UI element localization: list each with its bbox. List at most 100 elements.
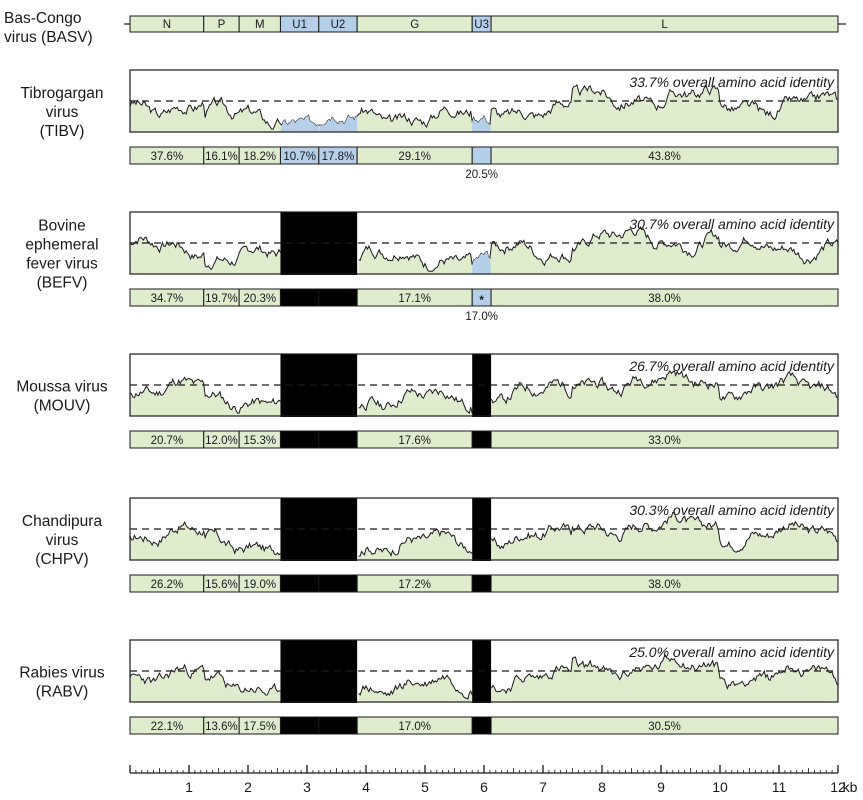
axis-tick-label: 4 [362, 779, 370, 795]
profile-frame [129, 69, 839, 133]
segment-u1 [279, 288, 320, 307]
segment-identity-p: 19.7% [205, 293, 238, 305]
reference-virus-label: virus (BASV) [4, 29, 93, 46]
virus-label: (TIBV) [40, 123, 85, 140]
overall-identity-text: 30.7% overall amino acid identity [629, 216, 835, 232]
segment-identity-u3: * [479, 295, 484, 307]
absent-gene-block [280, 212, 358, 275]
identity-profile-fill [130, 377, 281, 416]
segment-identity-l: 30.5% [648, 721, 681, 733]
virus-panel-rabv: Rabies virus (RABV) 25.0% overall amino ac… [19, 639, 839, 735]
identity-profile-line [129, 521, 281, 556]
segment-identity-g: 17.1% [398, 293, 431, 305]
axis-tick-label: 10 [712, 779, 728, 795]
segment-u3 [471, 574, 492, 593]
identity-profile-line [129, 236, 281, 271]
profile-frame [129, 353, 839, 417]
segment-identity-g: 17.0% [398, 721, 431, 733]
gene-label-g: G [410, 19, 419, 31]
segment-identity-p: 13.6% [205, 721, 238, 733]
segment-identity-g: 29.1% [398, 151, 431, 163]
axis-unit-label: kb [843, 779, 858, 795]
identity-profile-line [490, 654, 839, 695]
identity-profile-u2-fill [318, 115, 358, 132]
segment-l [490, 430, 839, 449]
axis-tick-label: 3 [303, 779, 311, 795]
virus-panel-chpv: Chandipura virus (CHPV) 30.3% overall amino… [22, 497, 839, 593]
virus-label: Chandipura [22, 513, 103, 530]
profile-frame [129, 211, 839, 275]
segment-identity-n: 26.2% [151, 579, 184, 591]
segment-u2 [318, 430, 358, 449]
virus-label: (CHPV) [35, 551, 88, 568]
virus-label: (RABV) [36, 684, 89, 701]
segment-identity-l: 43.8% [648, 151, 681, 163]
gene-label-l: L [661, 19, 668, 31]
overall-identity-text: 30.3% overall amino acid identity [629, 502, 835, 518]
identity-profile-u1-fill [280, 115, 319, 132]
segment-l [490, 716, 839, 735]
axis-tick-label: 12 [830, 779, 846, 795]
segment-identity-p: 12.0% [205, 435, 238, 447]
segment-l [490, 288, 839, 307]
segment-identity-n: 22.1% [151, 721, 184, 733]
identity-profile-line [491, 512, 839, 553]
segment-identity-n: 34.7% [151, 293, 184, 305]
virus-label: ephemeral [25, 237, 98, 254]
gene-label-u1: U1 [292, 19, 307, 31]
virus-panel-tibv: Tibrogargan virus (TIBV) 33.7% overall amin… [20, 69, 839, 181]
overall-identity-text: 25.0% overall amino acid identity [628, 644, 835, 660]
segment-u2 [318, 716, 358, 735]
segment-identity-u1: 10.7% [283, 151, 316, 163]
segment-identity-l: 38.0% [648, 293, 681, 305]
virus-label: Bovine [38, 218, 85, 235]
virus-label: virus [46, 532, 79, 549]
gene-label-n: N [163, 19, 171, 31]
virus-label: Rabies virus [19, 665, 105, 682]
segment-identity-m: 18.2% [243, 151, 276, 163]
axis-tick-label: 11 [772, 779, 787, 795]
absent-gene-block [280, 640, 358, 703]
identity-profile-fill [491, 512, 838, 560]
overall-identity-text: 33.7% overall amino acid identity [629, 74, 835, 90]
virus-label: Moussa virus [16, 379, 108, 396]
virus-label: Tibrogargan [20, 85, 103, 102]
axis-tick-label: 8 [598, 779, 606, 795]
segment-u1 [279, 430, 320, 449]
identity-profile-fill [358, 227, 838, 274]
identity-profile-fill [130, 522, 281, 560]
segment-u3 [471, 146, 492, 165]
identity-profile-line [129, 663, 281, 696]
segment-identity-m: 15.3% [243, 435, 276, 447]
segment-u3 [471, 716, 492, 735]
identity-profile-line [358, 528, 473, 557]
profile-frame [129, 497, 839, 561]
virus-label: (BEFV) [37, 275, 88, 292]
identity-profile-fill [358, 529, 473, 560]
virus-label: virus [46, 104, 79, 121]
segment-identity-m: 20.3% [243, 293, 276, 305]
segment-identity-p: 15.6% [205, 579, 238, 591]
axis-tick-label: 7 [539, 779, 547, 795]
segment-identity-l: 33.0% [648, 435, 681, 447]
segment-u1 [279, 574, 320, 593]
segment-u2 [318, 288, 358, 307]
axis-tick-label: 6 [480, 779, 488, 795]
identity-profile-u3-fill [472, 251, 492, 274]
identity-profile-u3-fill [472, 115, 492, 132]
profile-frame [129, 639, 839, 703]
segment-identity-u2: 17.8% [322, 151, 355, 163]
identity-profile-line [490, 369, 839, 405]
virus-comparison-panels: Tibrogargan virus (TIBV) 33.7% overall amin… [16, 69, 839, 735]
gene-label-u3: U3 [474, 19, 489, 31]
axis-tick-label: 1 [185, 779, 193, 795]
identity-profile-line [358, 226, 839, 272]
identity-profile-fill [491, 655, 838, 702]
segment-u3 [471, 430, 492, 449]
segment-u1 [279, 716, 320, 735]
virus-label: fever virus [26, 256, 98, 273]
identity-profile-fill [491, 370, 838, 416]
identity-profile-line [358, 387, 473, 415]
segment-identity-p: 16.1% [205, 151, 238, 163]
